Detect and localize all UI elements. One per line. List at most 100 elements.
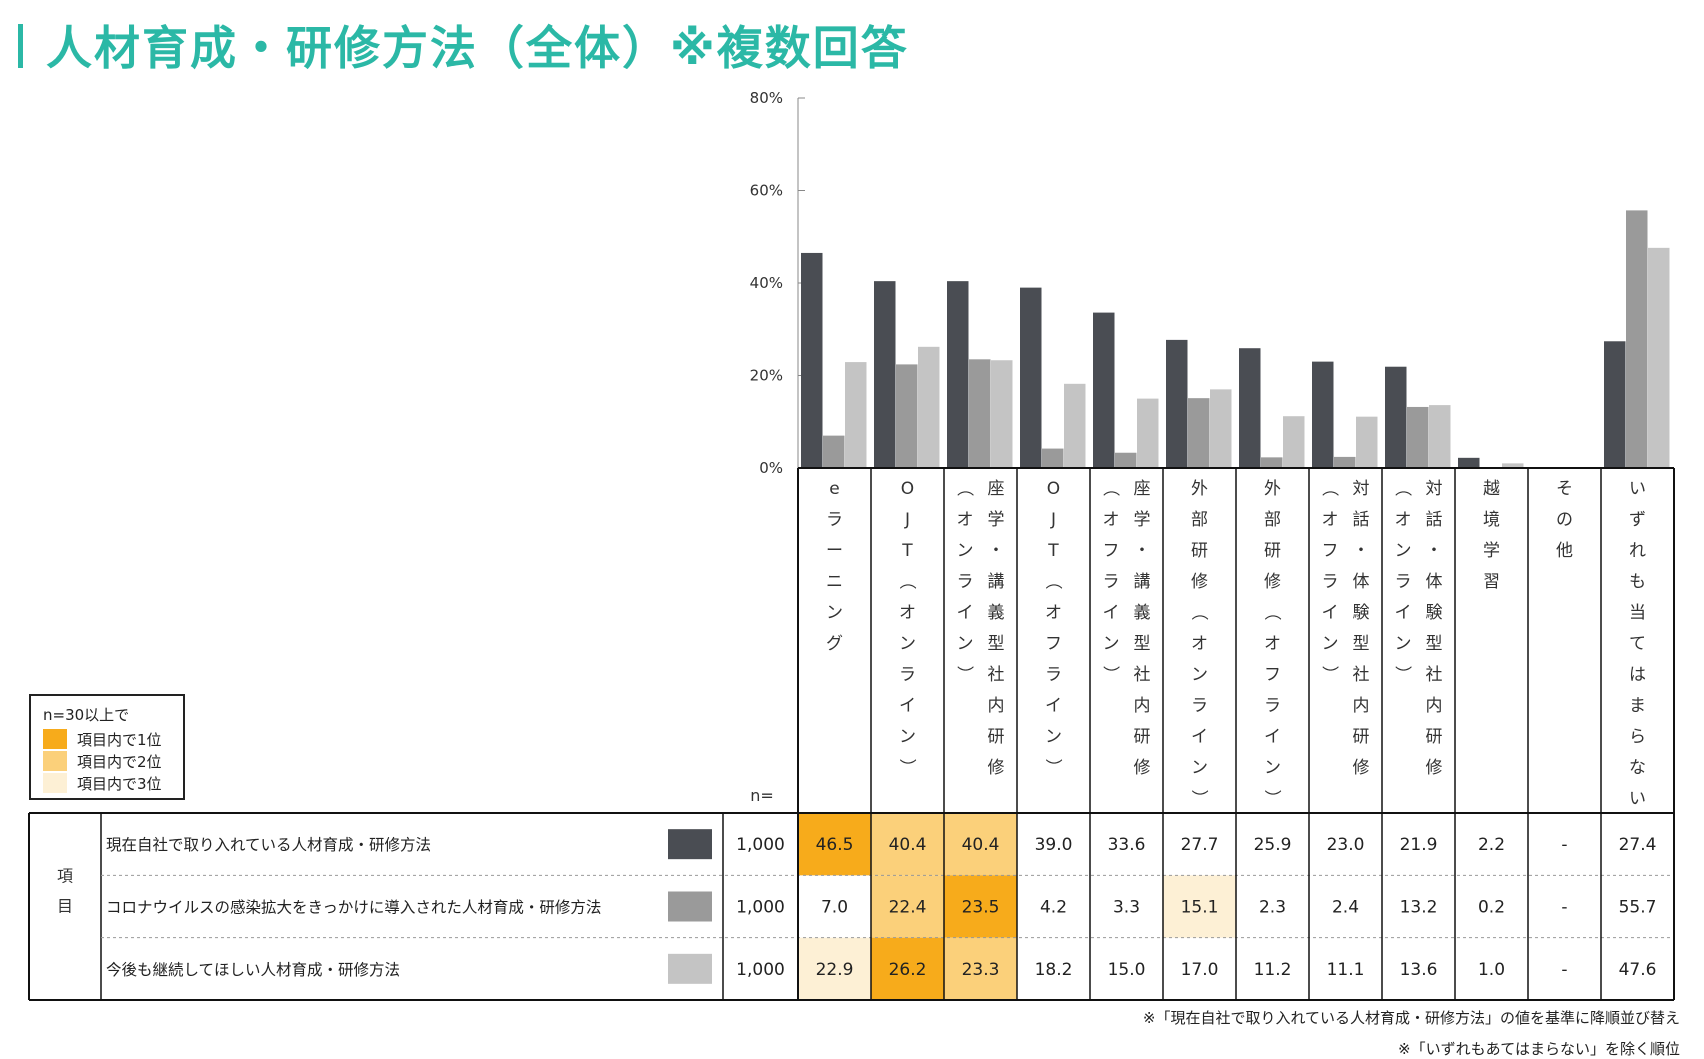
category-label-char: O xyxy=(901,479,914,499)
data-cell: 7.0 xyxy=(821,898,848,918)
category-label-char: T xyxy=(1047,541,1059,561)
category-label-char: ン xyxy=(1264,758,1281,778)
title-accent-bar xyxy=(18,24,23,68)
data-cell: 1.0 xyxy=(1478,960,1505,980)
category-label-char: い xyxy=(1629,789,1646,809)
data-cell: 46.5 xyxy=(816,835,854,855)
category-label-char: 越 xyxy=(1483,479,1500,499)
bar xyxy=(1166,339,1188,468)
category-label-char: 対 xyxy=(1426,479,1443,499)
data-cell: 23.5 xyxy=(962,898,1000,918)
category-label-char: て xyxy=(1629,634,1646,654)
category-label-char: ン xyxy=(1395,541,1412,561)
row-label: 現在自社で取り入れている人材育成・研修方法 xyxy=(106,836,431,854)
row-label: コロナウイルスの感染拡大をきっかけに導入された人材育成・研修方法 xyxy=(106,899,601,917)
category-label-char: 話 xyxy=(1353,510,1370,530)
bar xyxy=(1093,312,1115,468)
category-label-char: （ xyxy=(1189,604,1209,621)
category-label-char: ラ xyxy=(1191,696,1208,716)
category-label-char: （ xyxy=(954,480,974,497)
rank-cell xyxy=(944,937,1017,1000)
category-label-char: オ xyxy=(1191,634,1208,654)
category-label-char: T xyxy=(901,541,913,561)
rank-cell xyxy=(871,875,944,938)
data-cell: 2.3 xyxy=(1259,898,1286,918)
category-label-char: 部 xyxy=(1191,510,1208,530)
bar xyxy=(1312,361,1334,468)
legend-item-rank3: 項目内で3位 xyxy=(43,773,162,793)
category-label-char: 型 xyxy=(988,634,1005,654)
data-cell: 18.2 xyxy=(1035,960,1073,980)
n-value: 1,000 xyxy=(736,960,785,980)
rank-cell xyxy=(944,813,1017,876)
category-label-char: 修 xyxy=(1426,758,1443,778)
legend-item-rank1: 項目内で1位 xyxy=(43,729,162,749)
category-label-char: ） xyxy=(1319,666,1339,683)
category-label-char: ） xyxy=(954,666,974,683)
category-label-char: ラ xyxy=(1395,572,1412,592)
category-label-char: 験 xyxy=(1353,603,1370,623)
category-label-char: （ xyxy=(1043,573,1063,590)
category-label-char: 験 xyxy=(1426,603,1443,623)
bar xyxy=(1502,463,1524,468)
data-cell: 13.6 xyxy=(1400,960,1438,980)
category-label-char: オ xyxy=(899,603,916,623)
category-label-char: 講 xyxy=(1134,572,1151,592)
category-label-char: ら xyxy=(1629,727,1646,747)
category-label-char: イ xyxy=(1191,727,1208,747)
y-tick-label: 20% xyxy=(750,367,783,385)
category-label-char: れ xyxy=(1629,541,1646,561)
legend-label-rank1: 項目内で1位 xyxy=(77,730,162,749)
category-label-char: （ xyxy=(1262,604,1282,621)
row-header-char: 項 xyxy=(57,866,73,885)
category-label-char: 外 xyxy=(1191,479,1208,499)
data-cell: 13.2 xyxy=(1400,898,1438,918)
category-label-char: の xyxy=(1556,510,1573,530)
category-label-char: 境 xyxy=(1483,510,1500,530)
data-cell: 39.0 xyxy=(1035,835,1073,855)
legend-swatch-rank3 xyxy=(43,773,67,793)
category-label-char: ） xyxy=(1392,666,1412,683)
data-cell: - xyxy=(1561,960,1567,980)
category-label-char: 社 xyxy=(1353,665,1370,685)
n-value: 1,000 xyxy=(736,835,785,855)
category-label-char: ） xyxy=(1043,759,1063,776)
bar xyxy=(1239,348,1261,468)
category-label-char: 社 xyxy=(1134,665,1151,685)
category-label-char: 他 xyxy=(1556,541,1573,561)
data-cell: - xyxy=(1561,898,1567,918)
bar xyxy=(1648,247,1670,468)
category-label-char: 対 xyxy=(1353,479,1370,499)
data-cell: 33.6 xyxy=(1108,835,1146,855)
category-label-char: 社 xyxy=(988,665,1005,685)
category-label-char: 型 xyxy=(1426,634,1443,654)
legend-swatch-rank2 xyxy=(43,751,67,771)
category-label-char: 義 xyxy=(988,603,1005,623)
category-label-char: グ xyxy=(826,634,843,654)
category-label-char: ・ xyxy=(1353,541,1370,561)
bar xyxy=(801,252,823,468)
n-value: 1,000 xyxy=(736,898,785,918)
rank-cell xyxy=(871,813,944,876)
category-label-char: イ xyxy=(1322,603,1339,623)
legend: n=30以上で 項目内で1位 項目内で2位 項目内で3位 xyxy=(29,694,185,800)
category-label-char: 内 xyxy=(1353,696,1370,716)
category-label-char: イ xyxy=(1395,603,1412,623)
data-cell: 25.9 xyxy=(1254,835,1292,855)
category-label-char: ・ xyxy=(988,541,1005,561)
category-label-char: 内 xyxy=(1426,696,1443,716)
category-label-char: 研 xyxy=(1426,727,1443,747)
category-label-char: フ xyxy=(1045,634,1062,654)
category-label-char: イ xyxy=(899,696,916,716)
category-label-char: 研 xyxy=(1264,541,1281,561)
category-label-char: ラ xyxy=(1103,572,1120,592)
legend-title: n=30以上で xyxy=(43,706,130,724)
category-label-char: 当 xyxy=(1629,603,1646,623)
page-title: 人材育成・研修方法（全体）※複数回答 xyxy=(46,21,909,75)
bar xyxy=(1115,452,1137,468)
category-label-char: ン xyxy=(826,603,843,623)
category-label-char: 研 xyxy=(1191,541,1208,561)
category-label-char: 学 xyxy=(1483,541,1500,561)
category-label-char: ン xyxy=(1191,758,1208,778)
